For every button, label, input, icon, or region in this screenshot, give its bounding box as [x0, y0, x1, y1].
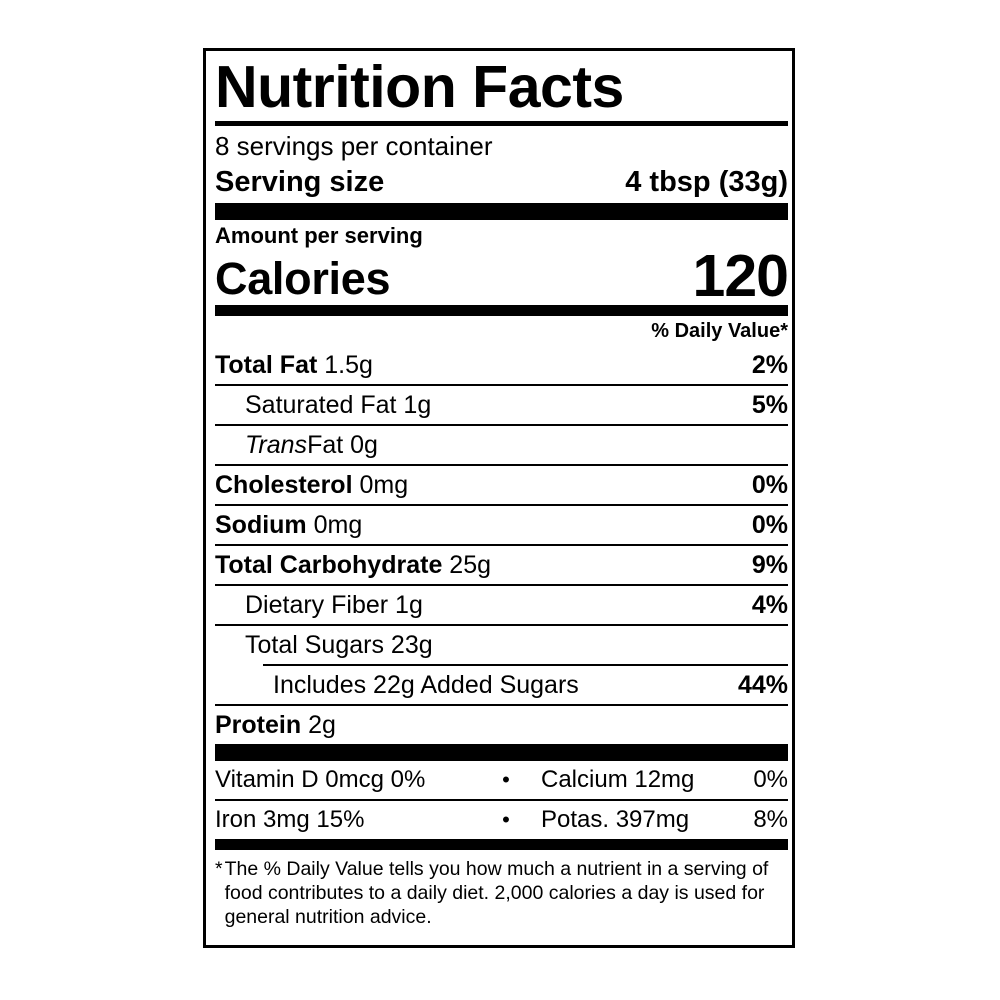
nutrient-name: Cholesterol 0mg [215, 471, 409, 499]
nutrient-name-bold: Total Carbohydrate [215, 551, 443, 579]
nutrient-list: Total Fat 1.5g 2% Saturated Fat 1g 5% TransF… [215, 346, 788, 744]
nutrient-daily-value: 0% [751, 471, 788, 499]
nutrient-name: Total Sugars 23g [245, 631, 433, 659]
nutrient-daily-value: 0% [751, 511, 788, 539]
serving-size-row: Serving size 4 tbsp (33g) [215, 163, 788, 203]
label-inner-content: Nutrition Facts 8 servings per container… [215, 54, 789, 929]
vitamin-left-entry: Vitamin D 0mcg 0% [215, 766, 426, 793]
vitamin-left-entry: Iron 3mg 15% [215, 806, 365, 833]
nutrient-name: Protein 2g [215, 711, 336, 739]
bullet-separator-icon: • [502, 767, 510, 792]
nutrient-name: TransFat 0g [245, 431, 378, 459]
nutrient-name: Includes 22g Added Sugars [273, 671, 579, 699]
nutrient-name-bold: Sodium [215, 511, 307, 539]
vitamin-right-daily-value: 8% [753, 806, 788, 833]
nutrient-name: Dietary Fiber 1g [245, 591, 423, 619]
serving-size-value: 4 tbsp (33g) [625, 166, 788, 198]
nutrient-row: Total Carbohydrate 25g 9% [215, 544, 788, 584]
servings-calories-separator-bar [215, 203, 788, 220]
nutrient-row: Includes 22g Added Sugars 44% [215, 666, 788, 704]
nutrient-row: Protein 2g [215, 704, 788, 744]
vitamin-right-daily-value: 0% [753, 766, 788, 793]
nutrient-name-bold: Total Fat [215, 351, 318, 379]
calories-label: Calories [215, 253, 391, 304]
nutrient-name: Total Carbohydrate 25g [215, 551, 492, 579]
nutrient-name-bold: Cholesterol [215, 471, 353, 499]
nutrient-row: Cholesterol 0mg 0% [215, 464, 788, 504]
nutrient-name-bold: Protein [215, 711, 302, 739]
nutrient-name: Sodium 0mg [215, 511, 363, 539]
servings-per-container: 8 servings per container [215, 131, 493, 161]
nutrient-daily-value: 2% [751, 351, 788, 379]
nutrient-daily-value: 5% [751, 391, 788, 419]
serving-size-label: Serving size [215, 166, 385, 198]
nutrient-row-inset-rule [215, 664, 788, 666]
daily-value-footnote: * The % Daily Value tells you how much a… [215, 850, 788, 929]
nutrient-row: Total Sugars 23g [215, 624, 788, 664]
nutrient-name: Saturated Fat 1g [245, 391, 432, 419]
inset-divider [263, 664, 788, 666]
nutrients-vitamins-separator-bar [215, 744, 788, 761]
vitamins-footnote-separator-bar [215, 839, 788, 850]
vitamin-mineral-list: Vitamin D 0mcg 0% • Calcium 12mg 0% Iron 3mg… [215, 761, 788, 839]
vitamin-row: Vitamin D 0mcg 0% • Calcium 12mg 0% [215, 761, 788, 799]
nutrient-daily-value: 9% [751, 551, 788, 579]
calories-value: 120 [692, 243, 789, 309]
calories-row: Calories 120 [215, 243, 789, 309]
vitamin-right-name: Calcium 12mg [541, 766, 695, 793]
page-title: Nutrition Facts [215, 54, 624, 120]
nutrient-name-italic: Trans [245, 431, 308, 459]
footnote-text: The % Daily Value tells you how much a n… [224, 858, 769, 928]
bullet-separator-icon: • [502, 807, 510, 832]
nutrient-row: Dietary Fiber 1g 4% [215, 584, 788, 624]
daily-value-header: % Daily Value* [651, 320, 788, 342]
title-divider [215, 121, 788, 126]
nutrient-name: Total Fat 1.5g [215, 351, 373, 379]
nutrient-row: Total Fat 1.5g 2% [215, 346, 788, 384]
vitamin-right-entry: Potas. 397mg 8% [519, 805, 788, 835]
vitamin-row: Iron 3mg 15% • Potas. 397mg 8% [215, 799, 788, 839]
vitamin-right-name: Potas. 397mg [541, 806, 690, 833]
amount-per-serving-label: Amount per serving [215, 223, 423, 248]
vitamin-right-entry: Calcium 12mg 0% [519, 765, 788, 795]
calories-daily-value-separator-bar [215, 305, 788, 316]
nutrient-daily-value: 4% [751, 591, 788, 619]
nutrient-row: Saturated Fat 1g 5% [215, 384, 788, 424]
nutrition-facts-label: Nutrition Facts 8 servings per container… [203, 48, 795, 948]
nutrient-daily-value: 44% [737, 671, 788, 699]
nutrient-row: Sodium 0mg 0% [215, 504, 788, 544]
nutrient-row: TransFat 0g [215, 424, 788, 464]
footnote-asterisk: * [215, 858, 223, 880]
